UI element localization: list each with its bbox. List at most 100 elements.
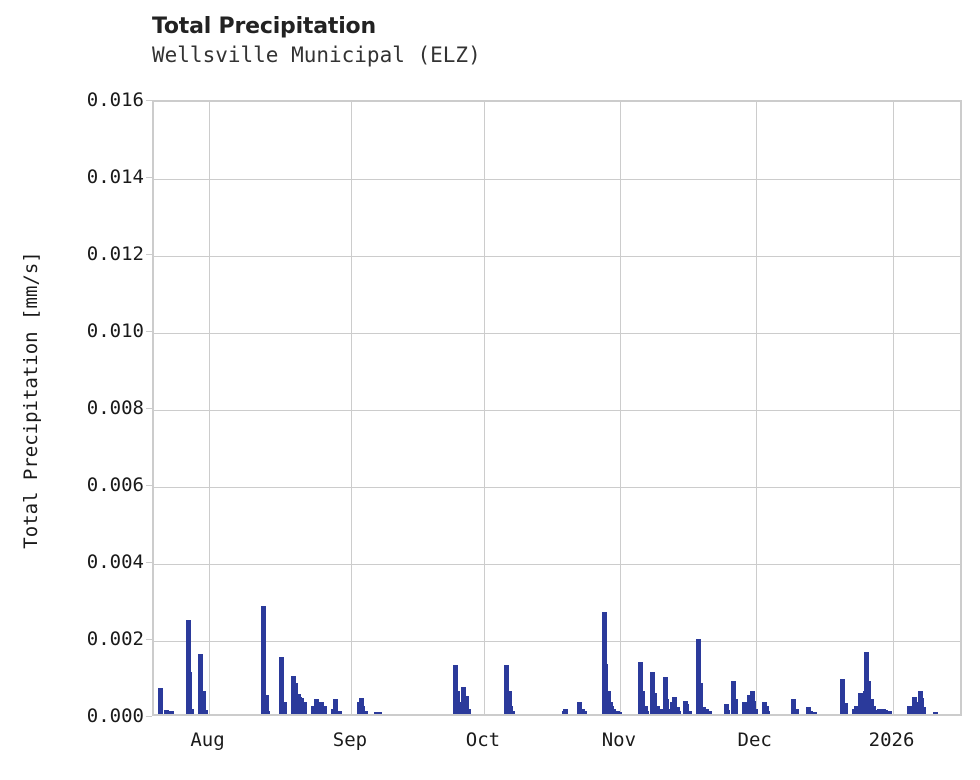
- bar: [281, 702, 287, 714]
- bar: [793, 709, 799, 714]
- bar: [301, 702, 307, 714]
- gridline-horizontal: [154, 486, 960, 488]
- bar: [763, 706, 769, 714]
- bar: [362, 710, 368, 714]
- bar: [658, 709, 664, 714]
- x-tick-label: Sep: [332, 729, 368, 751]
- bar: [664, 698, 670, 714]
- bar: [868, 698, 874, 714]
- bar: [753, 709, 759, 714]
- y-tick-label: 0.006: [86, 474, 144, 496]
- gridline-horizontal: [154, 255, 960, 257]
- bar: [812, 711, 818, 714]
- bar: [376, 712, 382, 714]
- y-axis-ticks: 0.000 0.002 0.004 0.006 0.008 0.010 0.012 0.014…: [0, 0, 152, 780]
- bar: [463, 695, 469, 714]
- bar: [189, 709, 195, 714]
- bar: [733, 698, 739, 714]
- bar: [808, 710, 814, 714]
- bar: [336, 710, 342, 714]
- bar: [638, 662, 644, 714]
- plot-area: [152, 100, 962, 716]
- y-tick-mark: [146, 716, 152, 717]
- bar: [654, 706, 660, 714]
- y-tick-mark: [146, 562, 152, 563]
- bar: [508, 706, 514, 714]
- bar: [510, 710, 516, 714]
- bar: [457, 702, 463, 714]
- bar: [686, 710, 692, 714]
- bar: [666, 709, 672, 714]
- bar: [360, 705, 366, 714]
- bar: [674, 707, 680, 714]
- page-title: Total Precipitation: [152, 14, 376, 39]
- bar: [698, 683, 704, 714]
- x-tick-label: Nov: [601, 729, 637, 751]
- bar: [603, 663, 609, 714]
- bar: [723, 704, 729, 714]
- bar: [185, 619, 191, 714]
- bar: [806, 707, 812, 714]
- bar: [842, 703, 848, 714]
- bar: [617, 712, 623, 714]
- gridline-vertical: [351, 102, 353, 714]
- bar: [200, 690, 206, 714]
- bar: [878, 710, 884, 714]
- y-tick-label: 0.014: [86, 166, 144, 188]
- y-tick-mark: [146, 485, 152, 486]
- bar: [921, 707, 927, 714]
- y-tick-mark: [146, 177, 152, 178]
- bar: [706, 710, 712, 714]
- bar: [202, 710, 208, 714]
- y-tick-label: 0.008: [86, 397, 144, 419]
- y-tick-label: 0.010: [86, 320, 144, 342]
- bar: [854, 706, 860, 714]
- bar: [601, 611, 607, 714]
- bar: [581, 710, 587, 714]
- y-tick-mark: [146, 100, 152, 101]
- bar: [652, 692, 658, 714]
- y-tick-mark: [146, 254, 152, 255]
- bar: [696, 638, 702, 714]
- bar: [321, 705, 327, 714]
- bar: [261, 606, 267, 714]
- bar: [870, 706, 876, 714]
- y-tick-mark: [146, 408, 152, 409]
- bar: [751, 700, 757, 714]
- gridline-horizontal: [154, 332, 960, 334]
- bar: [577, 702, 583, 714]
- bar: [187, 671, 193, 714]
- gridline-horizontal: [154, 178, 960, 180]
- bar: [332, 698, 338, 714]
- gridline-vertical: [756, 102, 758, 714]
- bar: [642, 706, 648, 714]
- bar: [672, 696, 678, 714]
- bar: [662, 677, 668, 714]
- bar: [644, 710, 650, 714]
- bar: [700, 707, 706, 714]
- bar: [263, 694, 269, 714]
- bar: [933, 711, 939, 714]
- bar: [887, 710, 893, 714]
- x-tick-label: Dec: [737, 729, 772, 751]
- bar: [453, 664, 459, 714]
- gridline-vertical: [484, 102, 486, 714]
- y-tick-label: 0.016: [86, 89, 144, 111]
- bar: [313, 698, 319, 714]
- gridline-horizontal: [154, 640, 960, 642]
- bar: [791, 698, 797, 714]
- x-tick-label: 2026: [868, 729, 915, 751]
- gridline-horizontal: [154, 563, 960, 565]
- bar: [731, 681, 737, 714]
- y-tick-label: 0.012: [86, 243, 144, 265]
- y-tick-label: 0.000: [86, 705, 144, 727]
- bar: [279, 657, 285, 714]
- gridline-horizontal: [154, 409, 960, 411]
- bar: [158, 687, 164, 714]
- bar: [911, 696, 917, 714]
- bar: [465, 709, 471, 714]
- x-tick-label: Oct: [465, 729, 501, 751]
- bar: [866, 681, 872, 714]
